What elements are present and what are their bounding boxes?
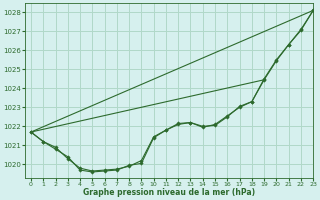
X-axis label: Graphe pression niveau de la mer (hPa): Graphe pression niveau de la mer (hPa) xyxy=(83,188,255,197)
